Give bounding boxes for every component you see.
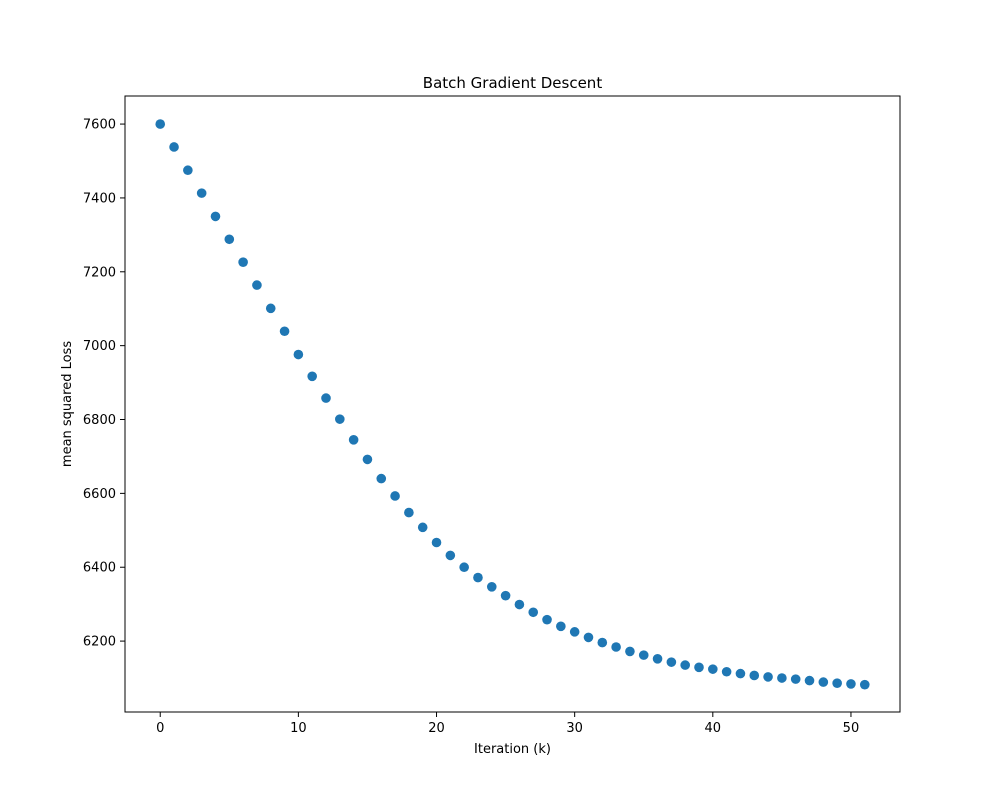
- data-point: [183, 165, 193, 176]
- data-point: [542, 614, 552, 625]
- data-point: [404, 507, 414, 518]
- data-point: [376, 473, 387, 484]
- y-tick-label: 7000: [83, 339, 116, 354]
- data-point: [390, 491, 400, 501]
- data-point: [348, 435, 359, 445]
- data-point: [694, 662, 704, 673]
- data-point: [224, 234, 235, 245]
- data-point: [625, 646, 635, 657]
- y-tick-label: 7600: [83, 118, 116, 133]
- x-axis: 0 10 20 30 40 50: [156, 712, 859, 736]
- data-point: [514, 599, 525, 610]
- data-point: [362, 454, 373, 465]
- data-point: [804, 675, 815, 686]
- data-point: [307, 371, 317, 382]
- data-point: [721, 666, 732, 677]
- data-point: [749, 670, 760, 681]
- data-point: [569, 627, 580, 637]
- plot-frame: [124, 95, 901, 713]
- data-point: [279, 326, 290, 337]
- data-point: [293, 349, 304, 360]
- data-point: [652, 654, 663, 664]
- data-point: [859, 679, 870, 690]
- y-axis: 6200 6400 6600 6800 7000 7200 7400 7600: [83, 118, 125, 650]
- y-axis-label: mean squared Loss: [60, 341, 75, 467]
- data-point: [583, 632, 594, 643]
- data-point: [473, 572, 483, 583]
- data-point: [252, 280, 262, 290]
- y-tick-label: 6200: [83, 635, 116, 650]
- data-point: [735, 668, 746, 679]
- data-point: [196, 188, 207, 198]
- data-point: [790, 674, 801, 684]
- plot-area: [124, 95, 901, 713]
- data-point: [500, 590, 511, 601]
- chart-title: Batch Gradient Descent: [423, 74, 603, 92]
- data-point: [611, 642, 621, 652]
- y-tick-label: 7400: [83, 191, 116, 206]
- data-point: [556, 621, 566, 632]
- x-tick-label: 0: [156, 721, 164, 736]
- data-point: [321, 393, 331, 403]
- y-tick-label: 6400: [83, 561, 116, 576]
- data-point: [832, 678, 842, 688]
- data-point: [528, 607, 539, 618]
- y-tick-label: 6600: [83, 487, 116, 502]
- data-point: [763, 672, 773, 682]
- data-point: [638, 650, 649, 660]
- x-tick-label: 40: [705, 721, 722, 736]
- data-point: [265, 303, 276, 314]
- y-tick-label: 7200: [83, 265, 116, 280]
- data-point: [210, 211, 221, 222]
- data-point: [417, 522, 428, 533]
- data-point: [459, 562, 469, 573]
- x-tick-label: 20: [428, 721, 445, 736]
- x-tick-label: 10: [290, 721, 307, 736]
- data-point: [445, 550, 456, 561]
- y-tick-label: 6800: [83, 413, 116, 428]
- x-tick-label: 50: [843, 721, 860, 736]
- data-point: [155, 119, 166, 129]
- data-point: [777, 673, 787, 683]
- x-axis-label: Iteration (k): [474, 742, 551, 757]
- data-point: [708, 664, 718, 674]
- data-point: [169, 142, 179, 152]
- data-point: [238, 257, 248, 267]
- data-point: [846, 679, 856, 689]
- data-point: [486, 582, 497, 592]
- data-point: [666, 657, 677, 667]
- data-point: [597, 637, 608, 648]
- data-point: [680, 660, 690, 670]
- data-point: [431, 537, 442, 548]
- data-point: [335, 414, 345, 424]
- data-points: [155, 119, 870, 690]
- data-point: [818, 677, 829, 687]
- x-tick-label: 30: [566, 721, 583, 736]
